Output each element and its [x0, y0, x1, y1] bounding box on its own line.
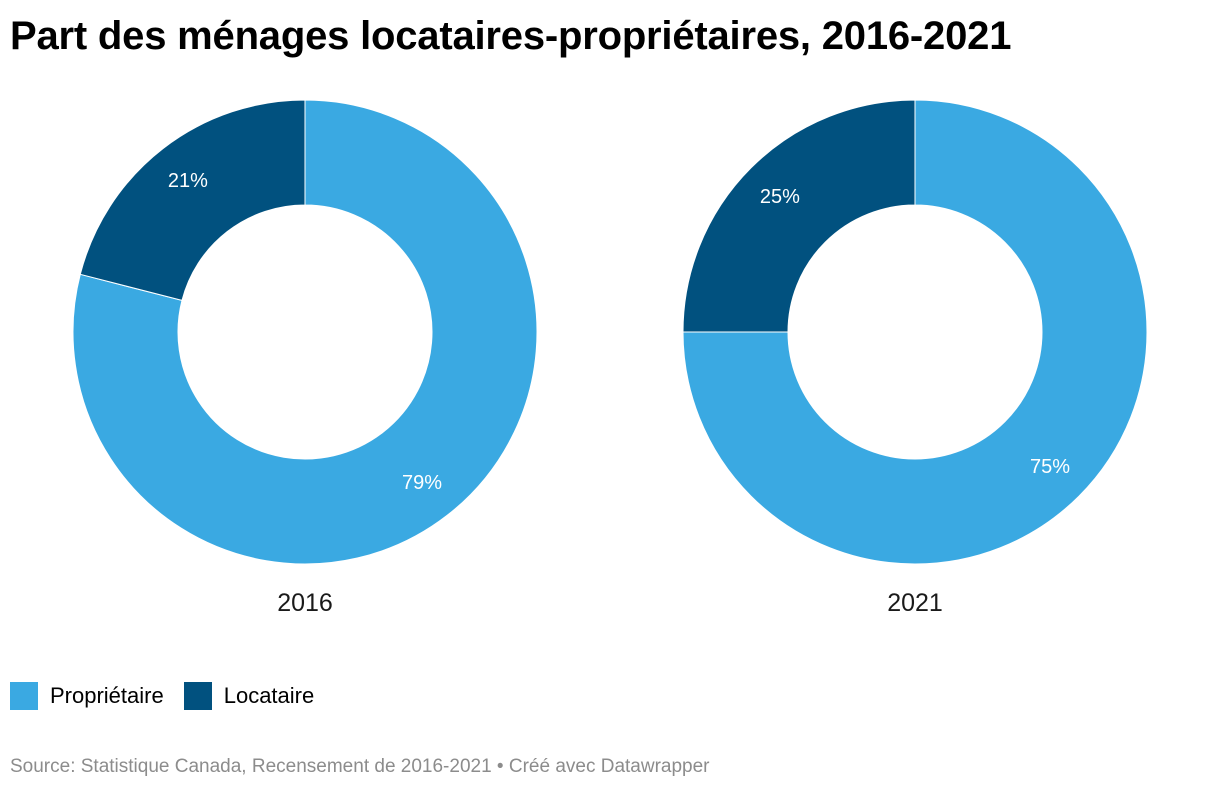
legend: Propriétaire Locataire	[10, 680, 314, 712]
donut-chart-2016: 79% 21% 2016	[72, 99, 538, 617]
slice-proprietaire-2021	[682, 99, 1148, 565]
slice-proprietaire-2016	[72, 99, 538, 565]
slice-label-proprietaire-2016: 79%	[402, 472, 442, 494]
slice-locataire-2016	[79, 99, 306, 302]
source-note: Source: Statistique Canada, Recensement …	[10, 756, 710, 777]
legend-item-locataire: Locataire	[183, 680, 315, 712]
legend-label-proprietaire: Propriétaire	[50, 683, 164, 708]
chart-title: Part des ménages locataires-propriétaire…	[10, 14, 1012, 58]
legend-item-proprietaire: Propriétaire	[10, 680, 164, 712]
legend-label-locataire: Locataire	[223, 683, 315, 708]
slice-locataire-2021	[682, 99, 916, 333]
slice-label-locataire-2016: 21%	[168, 170, 208, 192]
chart-year-label-2021: 2021	[887, 589, 943, 617]
donut-chart-2021: 75% 25% 2021	[682, 99, 1148, 617]
donut-charts: 79% 21% 2016 75% 25% 2021	[72, 99, 1148, 617]
legend-swatch-locataire	[183, 682, 212, 710]
slice-label-proprietaire-2021: 75%	[1030, 456, 1070, 478]
slice-label-locataire-2021: 25%	[760, 186, 800, 208]
chart-year-label-2016: 2016	[277, 589, 333, 617]
legend-swatch-proprietaire	[10, 682, 38, 710]
